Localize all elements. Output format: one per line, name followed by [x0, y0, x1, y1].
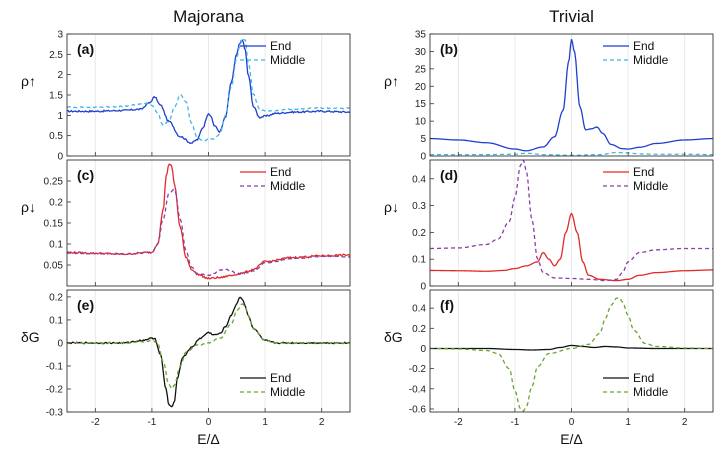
- x-tick-label-f-3: 1: [625, 417, 631, 428]
- series-line-e-middle: [67, 303, 350, 390]
- y-tick-label-c-1: 0.1: [49, 240, 63, 251]
- column-title-a: Majorana: [173, 7, 244, 26]
- y-tick-label-e-4: 0.1: [49, 315, 63, 326]
- x-tick-label-e-0: -2: [91, 417, 100, 428]
- x-tick-label-f-0: -2: [454, 417, 463, 428]
- y-tick-label-d-3: 0.3: [412, 201, 426, 212]
- column-title-b: Trivial: [549, 7, 594, 26]
- legend-label-f-middle: Middle: [633, 385, 669, 399]
- y-tick-label-d-4: 0.4: [412, 174, 426, 185]
- legend-label-e-end: End: [270, 371, 291, 385]
- legend-label-c-end: End: [270, 165, 291, 179]
- y-tick-label-a-5: 2.5: [49, 50, 63, 61]
- y-tick-label-c-4: 0.25: [44, 177, 64, 188]
- y-tick-label-c-0: 0.05: [44, 261, 64, 272]
- panel-label-f: (f): [440, 297, 454, 313]
- y-tick-label-b-6: 30: [415, 47, 427, 58]
- y-tick-label-f-4: 0.2: [412, 324, 426, 335]
- series-line-c-middle: [67, 188, 350, 277]
- x-tick-label-e-4: 2: [319, 417, 325, 428]
- panel-label-b: (b): [440, 41, 458, 57]
- legend-label-c-middle: Middle: [270, 179, 306, 193]
- x-tick-label-e-3: 1: [262, 417, 268, 428]
- legend-label-e-middle: Middle: [270, 385, 306, 399]
- x-tick-label-f-2: 0: [569, 417, 575, 428]
- y-tick-label-b-0: 0: [420, 152, 426, 163]
- y-tick-label-b-4: 20: [415, 82, 427, 93]
- y-tick-label-a-4: 2: [57, 70, 63, 81]
- y-axis-label-b: ρ↑: [384, 73, 399, 89]
- y-tick-label-e-2: -0.1: [46, 361, 64, 372]
- series-line-f-middle: [430, 297, 713, 412]
- x-tick-label-e-2: 0: [206, 417, 212, 428]
- series-line-d-middle: [430, 160, 713, 282]
- y-tick-label-e-3: 0: [57, 338, 63, 349]
- y-tick-label-b-2: 10: [415, 117, 427, 128]
- y-tick-label-f-2: -0.2: [409, 364, 427, 375]
- y-tick-label-e-1: -0.2: [46, 384, 64, 395]
- panel-f: -2 -1 0 1 2 -0.6 -0.4 -0.2 0 0.2 0.4 (f) δG E/Δ EndMid…: [384, 289, 714, 447]
- x-tick-label-e-1: -1: [147, 417, 156, 428]
- y-tick-label-b-5: 25: [415, 64, 427, 75]
- x-tick-label-f-4: 2: [682, 417, 688, 428]
- y-tick-label-f-1: -0.4: [409, 384, 427, 395]
- y-tick-label-a-2: 1: [57, 111, 63, 122]
- legend-label-d-end: End: [633, 165, 654, 179]
- legend-label-d-middle: Middle: [633, 179, 669, 193]
- series-line-f-end: [430, 344, 713, 351]
- x-axis-label-e: E/Δ: [197, 431, 220, 447]
- panel-label-a: (a): [77, 41, 94, 57]
- y-axis-label-c: ρ↓: [21, 199, 36, 215]
- legend-label-b-end: End: [633, 39, 654, 53]
- y-tick-label-f-0: -0.6: [409, 404, 427, 415]
- y-axis-label-f: δG: [384, 329, 403, 345]
- legend-label-f-end: End: [633, 371, 654, 385]
- panel-label-d: (d): [440, 167, 458, 183]
- y-axis-label-a: ρ↑: [21, 73, 36, 89]
- y-tick-label-c-3: 0.2: [49, 198, 63, 209]
- y-tick-label-b-1: 5: [420, 134, 426, 145]
- y-axis-label-d: ρ↓: [384, 199, 399, 215]
- series-line-d-end: [430, 212, 713, 282]
- y-tick-label-d-1: 0.1: [412, 255, 426, 266]
- y-tick-label-a-1: 0.5: [49, 131, 63, 142]
- series-line-b-end: [430, 39, 713, 152]
- y-tick-label-f-3: 0: [420, 344, 426, 355]
- y-tick-label-d-2: 0.2: [412, 228, 426, 239]
- y-tick-label-f-5: 0.4: [412, 304, 426, 315]
- y-tick-label-a-3: 1.5: [49, 91, 63, 102]
- legend-label-b-middle: Middle: [633, 53, 669, 67]
- legend-label-a-middle: Middle: [270, 53, 306, 67]
- legend-label-a-end: End: [270, 39, 291, 53]
- panel-e: -2 -1 0 1 2 -0.3 -0.2 -0.1 0 0.1 0.2 (e) δG E/Δ EndMid…: [21, 289, 351, 447]
- x-tick-label-f-1: -1: [510, 417, 519, 428]
- y-tick-label-a-6: 3: [57, 30, 63, 41]
- y-tick-label-a-0: 0: [57, 152, 63, 163]
- y-axis-label-e: δG: [21, 329, 40, 345]
- y-tick-label-e-0: -0.3: [46, 408, 64, 419]
- y-tick-label-b-7: 35: [415, 30, 427, 41]
- y-tick-label-e-5: 0.2: [49, 292, 63, 303]
- x-axis-label-f: E/Δ: [560, 431, 583, 447]
- y-tick-label-d-0: 0: [420, 282, 426, 293]
- panel-label-c: (c): [77, 167, 94, 183]
- series-line-a-end: [67, 39, 350, 145]
- panel-label-e: (e): [77, 297, 94, 313]
- series-line-a-middle: [67, 37, 350, 142]
- y-tick-label-b-3: 15: [415, 99, 427, 110]
- y-tick-label-c-2: 0.15: [44, 219, 64, 230]
